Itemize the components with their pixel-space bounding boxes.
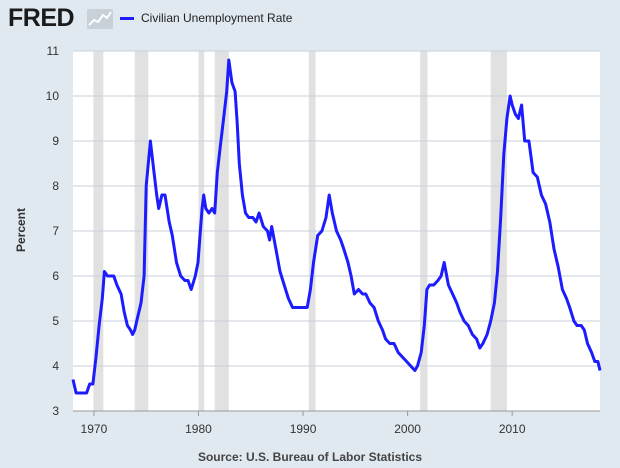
x-axis-ticks: 1970 1980 1990 2000 2010 [81, 411, 526, 436]
source-note: Source: U.S. Bureau of Labor Statistics [197, 450, 423, 464]
x-tick-label: 1990 [290, 422, 317, 436]
series-layer [71, 58, 602, 395]
x-tick-label: 2000 [394, 422, 421, 436]
fred-logo[interactable]: FRED [8, 4, 75, 32]
y-axis-ticks: 3 4 5 6 7 8 9 10 11 [46, 44, 60, 418]
y-tick-label: 9 [52, 134, 59, 148]
legend-swatch [120, 17, 134, 20]
gridlines [73, 50, 600, 412]
y-tick-label: 11 [47, 44, 60, 58]
y-tick-label: 8 [52, 179, 59, 193]
y-tick-label: 3 [52, 404, 59, 418]
y-tick-label: 6 [52, 269, 59, 283]
x-tick-label: 2010 [499, 422, 526, 436]
y-axis-title: Percent [14, 208, 28, 252]
x-tick-label: 1980 [185, 422, 212, 436]
fred-chart-icon [87, 9, 113, 29]
y-tick-label: 4 [52, 359, 59, 373]
legend-label: Civilian Unemployment Rate [141, 11, 293, 25]
x-tick-label: 1970 [81, 422, 108, 436]
chart-header: FRED Civilian Unemployment Rate [0, 0, 620, 36]
y-tick-label: 5 [52, 314, 59, 328]
series-line [71, 58, 602, 395]
y-tick-label: 10 [46, 89, 60, 103]
y-tick-label: 7 [52, 224, 59, 238]
